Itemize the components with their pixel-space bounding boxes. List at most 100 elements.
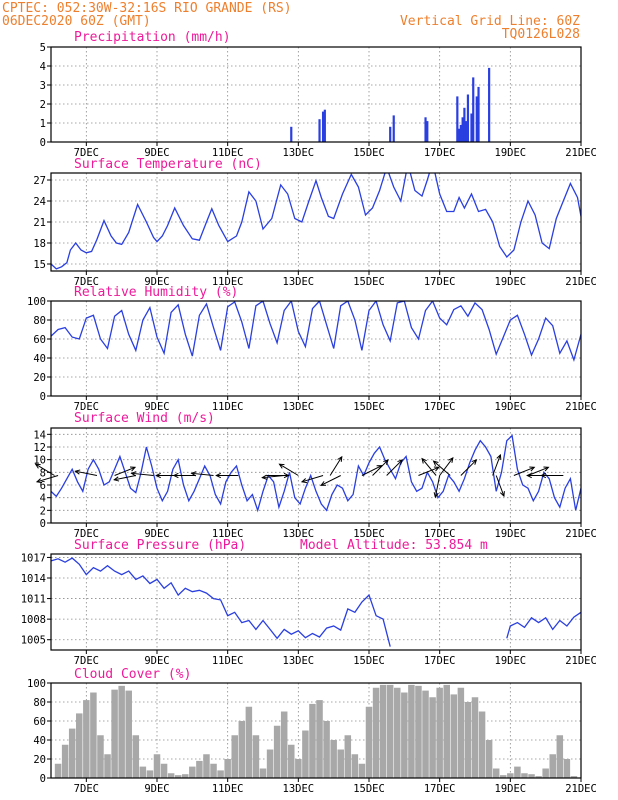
wind-arrow-head	[543, 466, 550, 472]
wind-arrow	[172, 472, 196, 479]
cloud-bar	[146, 770, 154, 778]
press-xtick-label: 15DEC	[353, 655, 385, 667]
cloud-bar	[104, 754, 111, 778]
precip-bar	[461, 117, 464, 142]
cloud-bar	[210, 763, 217, 778]
cloud-bar	[436, 687, 443, 778]
press-ytick-label: 1011	[21, 594, 46, 606]
wind-arrow	[495, 475, 505, 498]
wind-arrow	[386, 459, 404, 476]
wind-arrow-shaft	[372, 459, 389, 476]
rh-ytick-label: 80	[33, 315, 46, 327]
temp-xtick-label: 13DEC	[283, 276, 315, 288]
cloud-bar	[507, 773, 514, 778]
wind-arrow-head	[320, 481, 327, 486]
wind-arrow	[320, 475, 341, 486]
wind-series-line	[51, 434, 581, 513]
cloud-bar	[118, 685, 125, 778]
press-xtick-label: 7DEC	[74, 655, 99, 667]
wind-arrow	[418, 466, 440, 476]
precip-xtick-label: 19DEC	[495, 147, 527, 159]
precip-bar	[456, 96, 459, 142]
cloud-ytick-label: 100	[27, 678, 46, 690]
wind-arrow-shaft	[75, 470, 98, 476]
wind-arrow-shaft	[513, 466, 535, 476]
wind-arrow-head	[432, 460, 439, 466]
precip-bar	[321, 111, 325, 142]
press-ytick-label: 1005	[21, 635, 46, 647]
temp-ytick-label: 24	[33, 196, 46, 208]
temp-panel: Surface Temperature (nC) 15 18 21 24 27 7DEC 9D…	[33, 157, 596, 288]
wind-arrow-head	[496, 453, 502, 460]
cloud-bar	[316, 700, 323, 778]
wind-arrow	[261, 474, 285, 480]
temp-ytick-label: 27	[33, 175, 46, 187]
cloud-title: Cloud Cover (%)	[74, 667, 191, 682]
cloud-xtick-label: 15DEC	[353, 783, 385, 795]
wind-arrow	[372, 459, 389, 476]
wind-xtick-label: 11DEC	[212, 528, 244, 540]
cloud-bar	[386, 684, 394, 778]
press-series-line	[51, 557, 581, 647]
wind-arrow	[278, 463, 299, 476]
temp-xtick-label: 7DEC	[74, 276, 99, 288]
cloud-ytick-label: 80	[33, 697, 46, 709]
cloud-bar	[365, 706, 373, 778]
wind-arrow-head	[74, 469, 81, 475]
cloud-bar	[189, 766, 196, 778]
precip-xtick-label: 7DEC	[74, 147, 99, 159]
rh-xtick-label: 21DEC	[565, 401, 597, 413]
wind-arrow-head	[448, 456, 454, 463]
wind-arrow-shaft	[492, 454, 501, 476]
temp-xtick-label: 17DEC	[424, 276, 456, 288]
wind-arrow-head	[130, 466, 137, 472]
rh-xtick-label: 7DEC	[74, 401, 99, 413]
cloud-bar	[443, 684, 450, 778]
precip-ytick-label: 4	[40, 61, 46, 73]
wind-xtick-label: 7DEC	[74, 528, 99, 540]
wind-arrow-shaft	[114, 475, 136, 481]
rh-ytick-label: 100	[27, 296, 46, 308]
wind-arrow	[113, 475, 136, 482]
temp-plot	[51, 173, 581, 270]
press-annotation: Model Altitude: 53.854 m	[300, 538, 488, 553]
wind-arrow-head	[215, 472, 221, 479]
press-ytick-label: 1017	[21, 552, 46, 564]
cloud-bar	[224, 759, 231, 778]
cloud-bar	[309, 703, 316, 778]
temp-xtick-label: 11DEC	[212, 276, 244, 288]
cloud-bar	[196, 760, 203, 778]
rh-plot	[51, 301, 581, 363]
rh-xtick-label: 9DEC	[144, 401, 169, 413]
press-xtick-label: 11DEC	[212, 655, 244, 667]
wind-arrow	[114, 466, 137, 476]
cloud-bar	[372, 687, 380, 778]
cloud-bar	[492, 768, 500, 778]
wind-arrow	[513, 466, 536, 476]
precip-bar	[392, 115, 395, 142]
cloud-bar	[464, 702, 472, 778]
press-title: Surface Pressure (hPa)	[74, 538, 246, 553]
cloud-bar	[485, 740, 493, 778]
wind-arrow-head	[433, 492, 439, 499]
cloud-bar	[422, 690, 429, 778]
wind-arrow	[540, 472, 564, 479]
rh-frame	[50, 300, 582, 397]
precip-panel: Precipitation (mm/h) 0 1 2 3 4 5 7DEC 9DEC 11DEC 1…	[40, 30, 597, 159]
wind-arrow-head	[433, 466, 440, 472]
cloud-frame	[50, 682, 582, 779]
wind-arrow	[35, 475, 59, 484]
cloud-bar	[68, 728, 76, 778]
rh-ytick-label: 20	[33, 372, 46, 384]
precip-xtick-label: 15DEC	[353, 147, 385, 159]
wind-plot	[51, 434, 581, 513]
cloud-xtick-label: 11DEC	[212, 783, 244, 795]
press-xtick-label: 13DEC	[283, 655, 315, 667]
cloud-bar	[160, 763, 168, 778]
wind-arrow	[215, 472, 239, 479]
wind-arrow	[492, 453, 502, 476]
wind-arrow-head	[130, 471, 137, 477]
cloud-bar	[323, 721, 330, 778]
